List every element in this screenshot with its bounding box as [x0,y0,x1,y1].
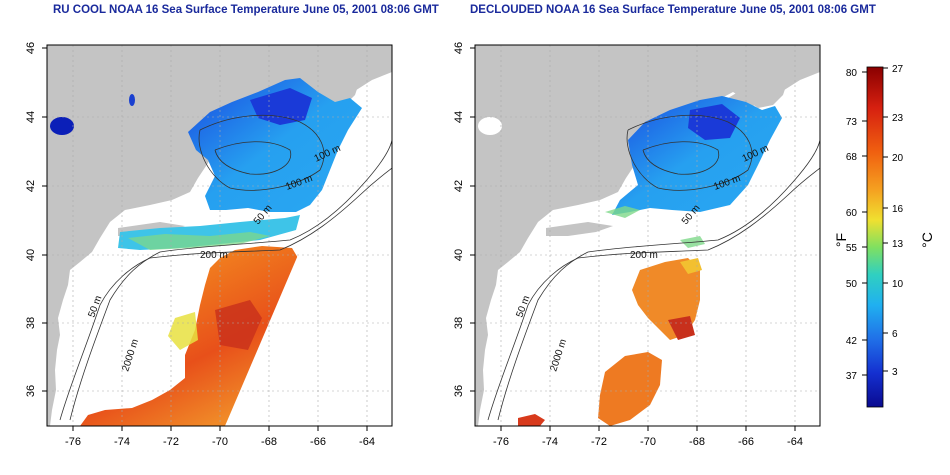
c-tick-label: 16 [892,204,904,215]
colorbar-f-unit: °F [833,233,849,247]
f-tick-label: 55 [846,243,858,254]
f-tick-label: 42 [846,336,858,347]
y-tick-label: 38 [25,317,37,329]
y-tick-label: 46 [453,42,465,54]
grid-lines [475,45,820,426]
x-tick-label: -68 [689,436,705,448]
x-tick-label: -72 [163,436,179,448]
colorbar-c-ticks [883,67,888,372]
sst-hot-patch [518,414,545,426]
x-tick-label: -74 [542,436,558,448]
y-tick-label: 38 [453,317,465,329]
land-mass [47,45,392,426]
c-tick-label: 20 [892,153,904,164]
colorbar: 80 73 68 60 55 50 42 37 27 23 20 16 13 1… [833,64,935,408]
f-tick-label: 73 [846,117,858,128]
land-mass [475,45,820,426]
sst-green-band [128,232,270,250]
x-tick-label: -66 [310,436,326,448]
left-y-ticks [42,47,47,392]
left-x-ticks [72,426,368,431]
colorbar-f-ticks [862,71,867,376]
sst-green-band [605,206,640,218]
f-tick-label: 37 [846,371,858,382]
map-left: 100 m 100 m 50 m 200 m 50 m 2000 m [47,45,392,426]
land-long-island [546,222,613,236]
sst-warm-patch [598,352,662,426]
bathymetry-contours [487,114,820,421]
f-tick-label: 60 [846,208,858,219]
grid-lines [47,45,392,426]
y-tick-label: 46 [25,42,37,54]
y-tick-label: 42 [25,180,37,192]
sst-cold-patch [688,104,740,140]
land-nova-scotia [728,55,820,108]
colorbar-c-labels: 27 23 20 16 13 10 6 3 [892,64,904,378]
lake [478,117,502,135]
contour-label: 200 m [630,250,658,261]
lake [50,117,74,135]
x-tick-label: -76 [493,436,509,448]
x-tick-label: -70 [640,436,656,448]
c-tick-label: 3 [892,367,898,378]
sst-hot-patch [668,316,695,340]
right-x-tick-labels: -76 -74 -72 -70 -68 -66 -64 [493,436,803,448]
sst-cool-region [188,78,362,212]
x-tick-label: -64 [359,436,375,448]
c-tick-label: 10 [892,279,904,290]
sst-cold-patch [250,88,312,125]
y-tick-label: 40 [453,249,465,261]
x-tick-label: -74 [114,436,130,448]
colorbar-c-unit: °C [919,232,935,248]
x-tick-label: -64 [787,436,803,448]
left-x-tick-labels: -76 -74 -72 -70 -68 -66 -64 [65,436,375,448]
panel-right-title: DECLOUDED NOAA 16 Sea Surface Temperatur… [470,4,876,16]
f-tick-label: 80 [846,68,858,79]
y-tick-label: 40 [25,249,37,261]
f-tick-label: 68 [846,152,858,163]
y-tick-label: 36 [25,385,37,397]
c-tick-label: 6 [892,329,898,340]
land-nova-scotia [300,55,392,108]
panel-left-title: RU COOL NOAA 16 Sea Surface Temperature … [53,4,439,16]
right-y-tick-labels: 46 44 42 40 38 36 [453,42,465,397]
contour-label: 200 m [200,250,228,261]
x-tick-label: -66 [738,436,754,448]
right-x-ticks [500,426,796,431]
right-y-ticks [470,47,475,392]
bathymetry-contours [59,114,392,421]
x-tick-label: -72 [591,436,607,448]
colorbar-f-labels: 80 73 68 60 55 50 42 37 [846,68,858,382]
c-tick-label: 27 [892,64,904,75]
x-tick-label: -70 [212,436,228,448]
sst-warm-region [80,246,298,426]
y-tick-label: 44 [25,111,37,123]
y-tick-label: 44 [453,111,465,123]
sst-hot-patch [215,300,262,350]
y-tick-label: 42 [453,180,465,192]
c-tick-label: 23 [892,113,904,124]
sst-yellow-patch [168,312,198,350]
colorbar-gradient [866,66,884,408]
lake [129,94,135,106]
map-right: 100 m 100 m 50 m 200 m 50 m 2000 m [475,45,820,426]
sst-yellow-patch [680,258,702,274]
f-tick-label: 50 [846,279,858,290]
left-y-tick-labels: 46 44 42 40 38 36 [25,42,37,397]
x-tick-label: -68 [261,436,277,448]
c-tick-label: 13 [892,239,904,250]
cloud-mask-edge [225,126,392,426]
y-tick-label: 36 [453,385,465,397]
x-tick-label: -76 [65,436,81,448]
